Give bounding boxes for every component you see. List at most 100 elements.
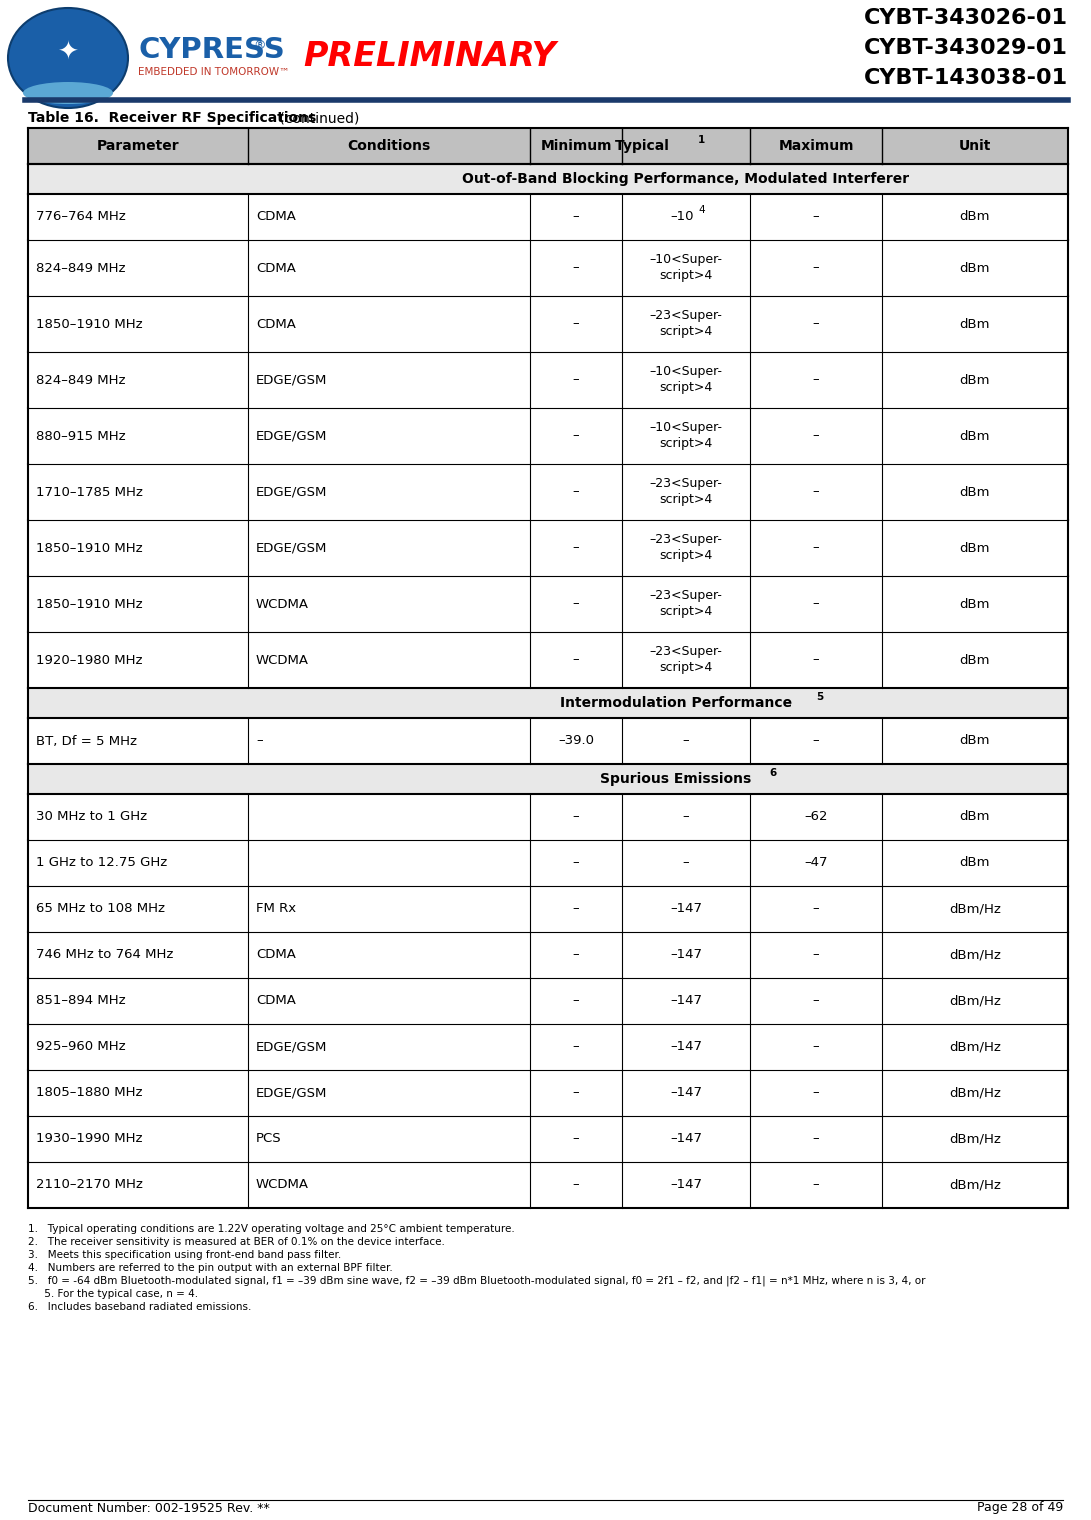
Bar <box>28 520 1068 576</box>
Text: Intermodulation Performance: Intermodulation Performance <box>560 696 792 710</box>
Text: –23<Super-: –23<Super- <box>649 590 722 602</box>
Text: –: – <box>813 318 819 330</box>
Text: –: – <box>813 734 819 748</box>
Text: script>4: script>4 <box>659 438 712 450</box>
Text: 6: 6 <box>769 768 777 778</box>
Text: script>4: script>4 <box>659 325 712 339</box>
Text: –: – <box>813 485 819 499</box>
Bar <box>28 717 1068 765</box>
Text: Maximum: Maximum <box>778 138 854 154</box>
Text: 2110–2170 MHz: 2110–2170 MHz <box>36 1178 143 1192</box>
Bar <box>28 195 1068 240</box>
Text: –: – <box>573 318 579 330</box>
Text: dBm/Hz: dBm/Hz <box>949 994 1000 1008</box>
Text: –: – <box>573 1087 579 1099</box>
Text: –: – <box>683 810 690 824</box>
Text: script>4: script>4 <box>659 661 712 675</box>
Text: CYBT-343026-01: CYBT-343026-01 <box>864 8 1068 27</box>
Text: CDMA: CDMA <box>256 948 296 962</box>
Text: 824–849 MHz: 824–849 MHz <box>36 261 125 275</box>
Text: –: – <box>573 654 579 666</box>
Text: –: – <box>573 597 579 611</box>
Text: –: – <box>813 1087 819 1099</box>
Text: –: – <box>573 485 579 499</box>
Text: dBm/Hz: dBm/Hz <box>949 1087 1000 1099</box>
Text: 5.   f0 = -64 dBm Bluetooth-modulated signal, f1 = –39 dBm sine wave, f2 = –39 d: 5. f0 = -64 dBm Bluetooth-modulated sign… <box>28 1275 925 1286</box>
Text: CYBT-143038-01: CYBT-143038-01 <box>864 68 1068 88</box>
Text: CDMA: CDMA <box>256 261 296 275</box>
Text: –: – <box>573 374 579 386</box>
Text: –147: –147 <box>670 903 702 915</box>
Text: dBm: dBm <box>960 318 991 330</box>
Bar <box>28 1161 1068 1208</box>
Text: dBm/Hz: dBm/Hz <box>949 903 1000 915</box>
Text: –: – <box>813 374 819 386</box>
Text: –: – <box>573 1178 579 1192</box>
Text: 1.   Typical operating conditions are 1.22V operating voltage and 25°C ambient t: 1. Typical operating conditions are 1.22… <box>28 1224 515 1234</box>
Text: –: – <box>813 430 819 442</box>
Text: dBm/Hz: dBm/Hz <box>949 1132 1000 1146</box>
Text: –: – <box>573 210 579 223</box>
Text: WCDMA: WCDMA <box>256 1178 309 1192</box>
Text: –: – <box>573 1041 579 1053</box>
Text: 2.   The receiver sensitivity is measured at BER of 0.1% on the device interface: 2. The receiver sensitivity is measured … <box>28 1237 445 1246</box>
Text: CYPRESS: CYPRESS <box>137 36 285 64</box>
Bar <box>28 353 1068 407</box>
Bar <box>28 1024 1068 1070</box>
Text: –: – <box>813 903 819 915</box>
Text: –: – <box>813 1041 819 1053</box>
Text: –39.0: –39.0 <box>558 734 594 748</box>
Text: –: – <box>573 903 579 915</box>
Text: –: – <box>813 948 819 962</box>
Bar <box>28 841 1068 886</box>
Text: dBm: dBm <box>960 597 991 611</box>
Text: CYBT-343029-01: CYBT-343029-01 <box>864 38 1068 58</box>
Text: –: – <box>573 948 579 962</box>
Text: –: – <box>573 1132 579 1146</box>
Bar <box>28 632 1068 689</box>
Text: dBm: dBm <box>960 654 991 666</box>
Text: 4: 4 <box>698 205 705 214</box>
Text: EDGE/GSM: EDGE/GSM <box>256 541 327 555</box>
Text: 4.   Numbers are referred to the pin output with an external BPF filter.: 4. Numbers are referred to the pin outpu… <box>28 1263 393 1274</box>
Text: PRELIMINARY: PRELIMINARY <box>303 41 556 73</box>
Bar <box>28 296 1068 353</box>
Text: dBm: dBm <box>960 210 991 223</box>
Text: –: – <box>573 541 579 555</box>
Text: –10<Super-: –10<Super- <box>649 365 722 378</box>
Text: EDGE/GSM: EDGE/GSM <box>256 374 327 386</box>
Text: 824–849 MHz: 824–849 MHz <box>36 374 125 386</box>
Text: EDGE/GSM: EDGE/GSM <box>256 1087 327 1099</box>
Text: –62: –62 <box>804 810 828 824</box>
Text: –147: –147 <box>670 1132 702 1146</box>
Text: CDMA: CDMA <box>256 994 296 1008</box>
Text: ✦: ✦ <box>58 41 79 65</box>
Text: –147: –147 <box>670 1087 702 1099</box>
Text: 1805–1880 MHz: 1805–1880 MHz <box>36 1087 143 1099</box>
Text: WCDMA: WCDMA <box>256 654 309 666</box>
Text: –10: –10 <box>670 210 694 223</box>
Text: 5: 5 <box>816 692 824 702</box>
Text: CDMA: CDMA <box>256 210 296 223</box>
Text: –: – <box>683 856 690 869</box>
Text: Parameter: Parameter <box>97 138 179 154</box>
Text: 1710–1785 MHz: 1710–1785 MHz <box>36 485 143 499</box>
Text: –: – <box>813 597 819 611</box>
Text: dBm: dBm <box>960 261 991 275</box>
Text: –10<Super-: –10<Super- <box>649 421 722 435</box>
Text: –147: –147 <box>670 1041 702 1053</box>
Text: –23<Super-: –23<Super- <box>649 534 722 547</box>
Text: dBm/Hz: dBm/Hz <box>949 948 1000 962</box>
Text: –: – <box>813 994 819 1008</box>
Text: script>4: script>4 <box>659 494 712 506</box>
Bar <box>28 576 1068 632</box>
Text: script>4: script>4 <box>659 605 712 619</box>
Text: EDGE/GSM: EDGE/GSM <box>256 485 327 499</box>
Text: 1850–1910 MHz: 1850–1910 MHz <box>36 597 143 611</box>
Ellipse shape <box>8 8 128 108</box>
Ellipse shape <box>23 82 113 103</box>
Text: ®: ® <box>253 40 265 53</box>
Text: Document Number: 002-19525 Rev. **: Document Number: 002-19525 Rev. ** <box>28 1502 269 1514</box>
Text: –: – <box>256 734 263 748</box>
Text: dBm: dBm <box>960 430 991 442</box>
